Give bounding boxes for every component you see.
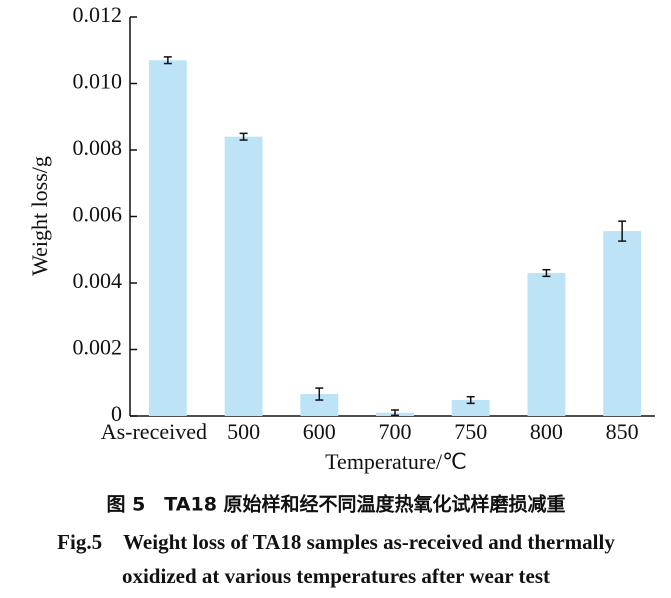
y-tick-label: 0.004 [73, 268, 123, 293]
y-tick-label: 0.008 [73, 135, 123, 160]
x-axis-label: Temperature/℃ [325, 449, 467, 474]
bar [300, 394, 339, 416]
x-tick-label: 850 [606, 419, 639, 444]
bar [224, 136, 263, 416]
caption-en: oxidized at various temperatures after w… [122, 564, 550, 588]
x-tick-label: 750 [454, 419, 487, 444]
error-bar [239, 132, 248, 141]
y-tick-label: 0.006 [73, 202, 123, 227]
y-tick-label: 0 [111, 401, 122, 426]
y-axis-label: Weight loss/g [27, 156, 52, 276]
error-bar [391, 409, 399, 417]
bar [527, 273, 566, 416]
bar [603, 231, 642, 416]
error-bar [315, 387, 324, 401]
y-tick-label: 0.012 [73, 2, 123, 27]
x-tick-label: 500 [227, 419, 260, 444]
x-tick-label: As-received [101, 419, 207, 444]
error-bar [542, 268, 551, 278]
y-tick-label: 0.002 [73, 335, 123, 360]
caption-en: Fig.5 Weight loss of TA18 samples as-rec… [57, 530, 615, 554]
y-tick-label: 0.010 [73, 69, 123, 94]
x-tick-label: 700 [379, 419, 412, 444]
bar [451, 400, 490, 416]
caption-zh: 图 5 TA18 原始样和经不同温度热氧化试样磨损减重 [106, 493, 565, 516]
error-bar [466, 395, 475, 405]
bar [148, 60, 187, 416]
x-tick-label: 600 [303, 419, 336, 444]
error-bar [618, 220, 627, 242]
error-bar [163, 56, 172, 65]
x-tick-label: 800 [530, 419, 563, 444]
